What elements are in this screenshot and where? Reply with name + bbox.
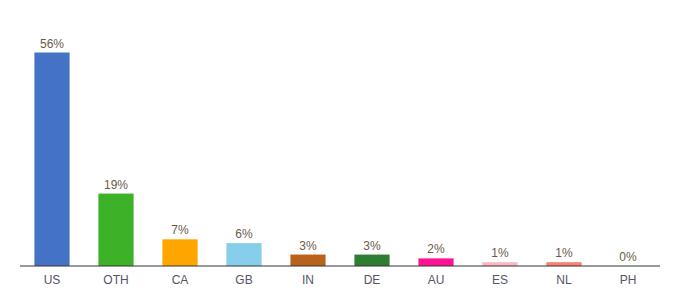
bar [546,262,581,266]
chart-container: 56% 19% 7% 6% 3% 3% 2% 1% 1% 0% US OTH CA GB IN DE AU ES N… [0,0,680,300]
chart-svg: 56% 19% 7% 6% 3% 3% 2% 1% 1% 0% US OTH CA GB IN DE AU ES N… [0,0,680,300]
data-label: 3% [363,239,381,253]
x-tick-label: GB [235,273,252,287]
x-tick-label: PH [620,273,637,287]
bar [354,255,389,266]
x-tick-label: ES [492,273,508,287]
data-label: 3% [299,239,317,253]
bar [162,239,197,266]
x-axis: US OTH CA GB IN DE AU ES NL PH [44,273,637,287]
x-tick-label: DE [364,273,381,287]
bar [98,194,133,266]
data-label: 0% [619,250,637,264]
bar [482,262,517,266]
data-labels: 56% 19% 7% 6% 3% 3% 2% 1% 1% 0% [40,37,637,265]
x-tick-label: OTH [103,273,128,287]
x-axis-line [20,266,660,267]
data-label: 6% [235,227,253,241]
x-tick-label: IN [302,273,314,287]
bar [226,243,261,266]
bar [34,53,69,267]
data-label: 7% [171,223,189,237]
data-label: 1% [491,246,509,260]
bar [418,258,453,266]
data-label: 19% [104,178,128,192]
x-tick-label: NL [556,273,572,287]
data-label: 1% [555,246,573,260]
data-label: 2% [427,242,445,256]
x-tick-label: AU [428,273,445,287]
x-tick-label: CA [172,273,189,287]
bars [34,53,581,267]
bar [290,255,325,266]
x-tick-label: US [44,273,61,287]
data-label: 56% [40,37,64,51]
